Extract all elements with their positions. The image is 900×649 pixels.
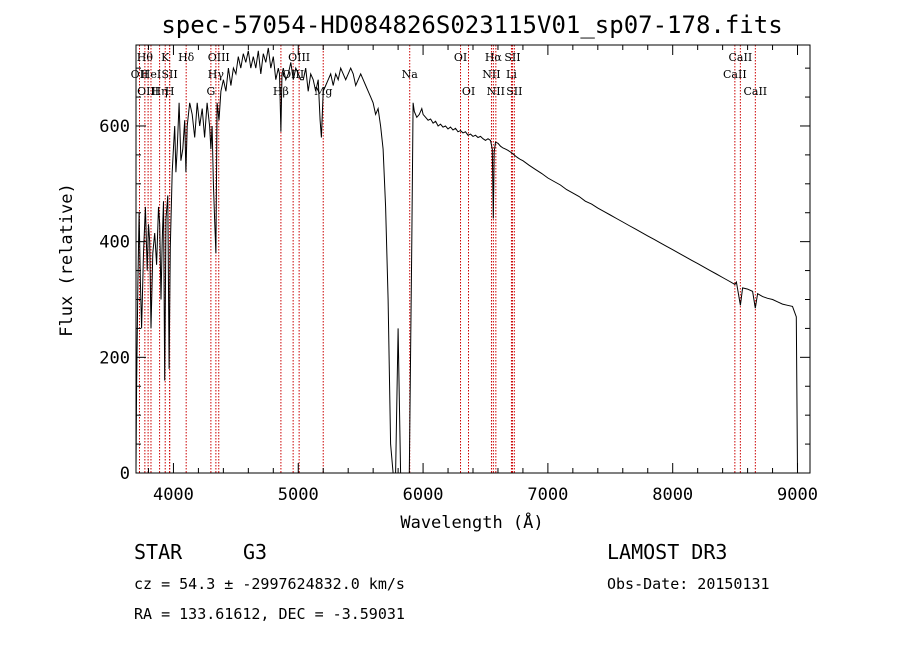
marker-label-27: CaII [743, 85, 767, 98]
marker-label-2: OIII [137, 85, 159, 98]
ra-dec-text: RA = 133.61612, DEC = -3.59031 [134, 605, 405, 623]
marker-label-23: SII [504, 51, 520, 64]
marker-label-17: OI [454, 51, 467, 64]
marker-label-21: NII [487, 85, 505, 98]
marker-label-1: Hθ [137, 51, 154, 64]
y-axis-ticks: 0 200 400 600 [99, 67, 810, 484]
marker-label-18: OI [462, 85, 475, 98]
line-marker-labels: OIIHθOIIIHeIHηKSIIHHδGHγOIIIHβOIIIOIIIMg… [131, 51, 768, 98]
y-tick-label-3: 600 [99, 117, 130, 137]
x-axis-ticks: 4000 5000 6000 7000 8000 9000 [147, 45, 818, 505]
redshift-text: cz = 54.3 ± -2997624832.0 km/s [134, 575, 405, 593]
marker-label-3: HeI [141, 68, 161, 81]
chart-title: spec-57054-HD084826S023115V01_sp07-178.f… [161, 11, 782, 39]
marker-label-8: Hδ [178, 51, 195, 64]
survey-name: LAMOST DR3 [607, 540, 728, 564]
marker-label-26: CaII [729, 51, 753, 64]
y-tick-label-1: 200 [99, 348, 130, 368]
marker-label-14: OIII [288, 51, 310, 64]
marker-label-13: OIII [282, 68, 304, 81]
line-markers [138, 45, 756, 473]
marker-label-6: SII [161, 68, 177, 81]
marker-label-4: Hη [151, 85, 167, 98]
plot-frame [135, 44, 811, 474]
marker-label-5: K [161, 51, 170, 64]
flux-series-line [135, 47, 798, 474]
marker-label-7: H [165, 85, 175, 98]
x-tick-label-0: 4000 [153, 485, 194, 505]
y-tick-label-2: 400 [99, 233, 130, 253]
marker-label-16: Na [402, 68, 419, 81]
x-axis-label: Wavelength (Å) [400, 511, 543, 533]
marker-label-20: Hα [485, 51, 503, 64]
marker-label-12: Hβ [273, 85, 289, 98]
marker-label-0: OII [131, 68, 149, 81]
marker-label-11: OIII [208, 51, 230, 64]
marker-label-19: NII [482, 68, 500, 81]
x-tick-label-3: 7000 [527, 485, 568, 505]
spectral-subclass: G3 [243, 540, 268, 564]
object-type: STAR [134, 540, 183, 564]
y-axis-label: Flux (relative) [57, 183, 77, 337]
x-tick-label-2: 6000 [403, 485, 444, 505]
obs-date: Obs-Date: 20150131 [607, 575, 770, 593]
marker-label-24: SII [506, 85, 522, 98]
marker-label-22: Li [506, 68, 517, 81]
marker-label-9: G [206, 85, 215, 98]
marker-label-25: CaII [723, 68, 747, 81]
x-tick-label-4: 8000 [652, 485, 693, 505]
x-tick-label-5: 9000 [777, 485, 818, 505]
x-tick-label-1: 5000 [278, 485, 319, 505]
marker-label-10: Hγ [208, 68, 225, 81]
y-tick-label-0: 0 [120, 464, 130, 484]
